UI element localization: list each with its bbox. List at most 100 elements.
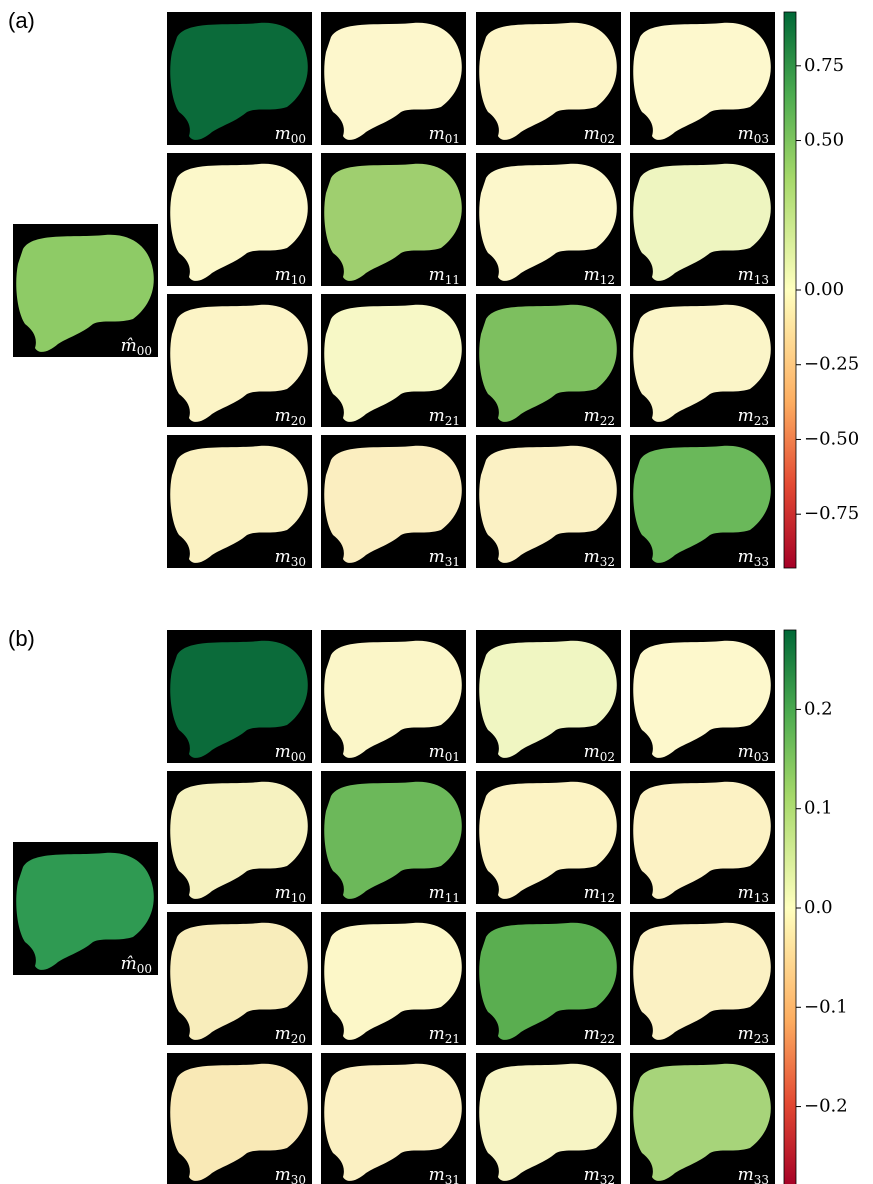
tile-label-symbol: m̂	[121, 954, 137, 974]
tissue-image	[633, 163, 771, 281]
tile-label-subscript: 13	[754, 891, 769, 905]
tile-label-subscript: 21	[445, 1032, 460, 1046]
tissue-image	[633, 640, 771, 758]
tile-label: m12	[584, 883, 615, 905]
tissue-image	[170, 304, 308, 422]
tissue-image	[479, 22, 617, 140]
tile-label-subscript: 30	[291, 555, 306, 569]
tile-label-subscript: 00	[291, 750, 306, 764]
tissue-image	[479, 781, 617, 899]
colorbar-tick-label: 0.00	[804, 279, 844, 300]
tile-label: m00	[275, 124, 306, 146]
tile-label-subscript: 20	[291, 414, 306, 428]
tile-label-symbol: m	[584, 124, 600, 144]
tile-label: m30	[275, 547, 306, 569]
tile-label-subscript: 11	[445, 273, 460, 287]
tile-label: m03	[738, 742, 769, 764]
tile-label-subscript: 22	[600, 414, 615, 428]
tissue-image	[170, 922, 308, 1040]
tissue-image	[479, 922, 617, 1040]
tile-label-symbol: m	[275, 124, 291, 144]
colorbar-tick-label: 0.75	[804, 55, 844, 76]
colorbar-tick-label: −0.2	[804, 1096, 848, 1117]
tile-label: m31	[429, 1165, 460, 1184]
tissue-image	[479, 640, 617, 758]
tissue-image	[633, 304, 771, 422]
tile-label-symbol: m	[738, 883, 754, 903]
tile-label-subscript: 20	[291, 1032, 306, 1046]
tissue-image	[324, 163, 462, 281]
tile-label: m32	[584, 547, 615, 569]
tissue-image	[479, 163, 617, 281]
tile-label: m02	[584, 124, 615, 146]
tile-label-symbol: m	[429, 1165, 445, 1184]
tile-label-subscript: 03	[754, 132, 769, 146]
tile-label: m22	[584, 1024, 615, 1046]
tile-label: m02	[584, 742, 615, 764]
tile-label: m21	[429, 406, 460, 428]
tissue-image	[479, 1063, 617, 1181]
tile-label-subscript: 02	[600, 750, 615, 764]
tile-label-subscript: 23	[754, 1032, 769, 1046]
tissue-image	[324, 922, 462, 1040]
tile-label-subscript: 03	[754, 750, 769, 764]
tile-label-symbol: m	[584, 1165, 600, 1184]
tile-label-subscript: 01	[445, 750, 460, 764]
tile-label: m20	[275, 406, 306, 428]
tissue-image	[633, 445, 771, 563]
tile-label-symbol: m	[584, 742, 600, 762]
tile-label: m10	[275, 883, 306, 905]
tile-label-subscript: 23	[754, 414, 769, 428]
tile-label-symbol: m	[738, 265, 754, 285]
tile-label: m12	[584, 265, 615, 287]
tile-label-symbol: m	[584, 883, 600, 903]
tile-label-symbol: m	[584, 1024, 600, 1044]
tile-label-symbol: m	[429, 265, 445, 285]
tissue-image	[16, 234, 154, 352]
tissue-image	[633, 22, 771, 140]
tile-label: m03	[738, 124, 769, 146]
tile-label: m01	[429, 124, 460, 146]
tile-label-subscript: 12	[600, 273, 615, 287]
tile-label-symbol: m	[738, 742, 754, 762]
tissue-image	[324, 304, 462, 422]
colorbar-tick-label: 0.50	[804, 130, 844, 151]
tile-label: m22	[584, 406, 615, 428]
tile-label-subscript: 02	[600, 132, 615, 146]
tile-label-symbol: m	[275, 547, 291, 567]
tile-label-symbol: m	[275, 1024, 291, 1044]
tile-label-symbol: m	[429, 124, 445, 144]
tissue-image	[170, 1063, 308, 1181]
colorbar-tick-label: 0.0	[804, 897, 833, 918]
tile-label-symbol: m	[738, 124, 754, 144]
tile-label-subscript: 12	[600, 891, 615, 905]
colorbar	[783, 629, 797, 1184]
tile-label-symbol: m	[429, 406, 445, 426]
tile-label: m13	[738, 883, 769, 905]
tile-label: m21	[429, 1024, 460, 1046]
tissue-image	[170, 22, 308, 140]
tile-label-symbol: m	[275, 1165, 291, 1184]
tissue-image	[479, 445, 617, 563]
tile-label-symbol: m	[429, 1024, 445, 1044]
tile-label-subscript: 31	[445, 555, 460, 569]
tile-label-symbol: m	[275, 265, 291, 285]
tissue-image	[324, 445, 462, 563]
tile-label-symbol: m	[429, 742, 445, 762]
tile-label-symbol: m	[429, 883, 445, 903]
tile-label-subscript: 32	[600, 1173, 615, 1184]
tile-label: m23	[738, 406, 769, 428]
tile-label: m11	[429, 265, 460, 287]
panel-label: (b)	[8, 626, 35, 651]
tile-label: m32	[584, 1165, 615, 1184]
tile-label-subscript: 30	[291, 1173, 306, 1184]
tile-label-subscript: 21	[445, 414, 460, 428]
tile-label: m01	[429, 742, 460, 764]
tile-label-symbol: m	[738, 1024, 754, 1044]
colorbar-tick-label: −0.1	[804, 996, 848, 1017]
tile-label-subscript: 22	[600, 1032, 615, 1046]
colorbar-tick-label: −0.25	[804, 354, 859, 375]
tile-label-subscript: 11	[445, 891, 460, 905]
tile-label: m̂00	[121, 336, 152, 358]
